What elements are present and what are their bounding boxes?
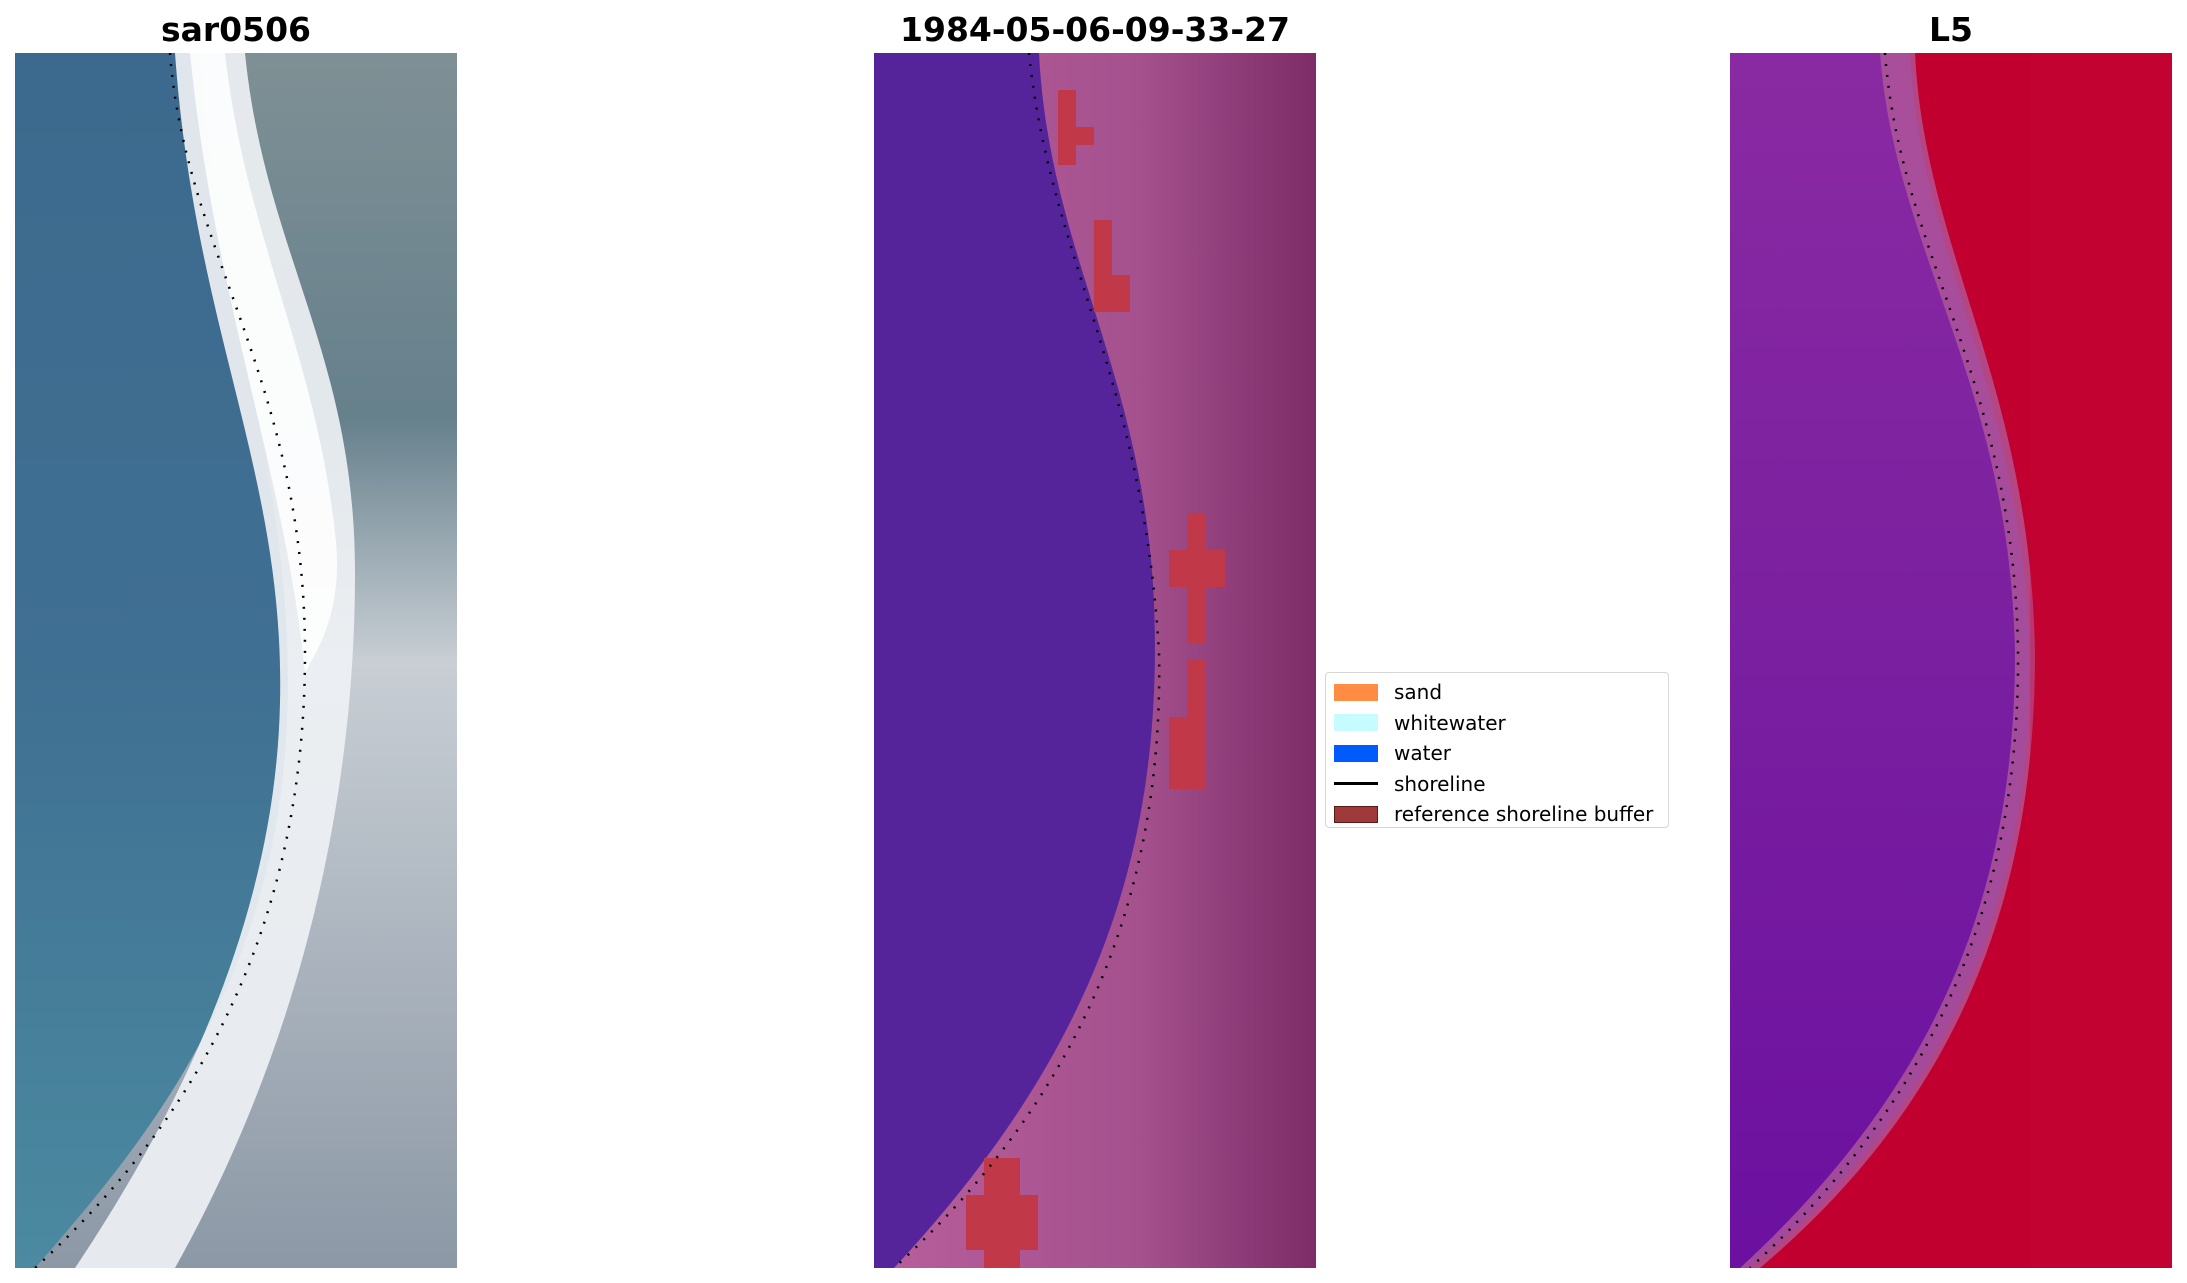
legend-label: sand xyxy=(1394,680,1443,705)
legend: sand whitewater water shoreline referenc… xyxy=(1325,672,1669,828)
panel-title-classified: 1984-05-06-09-33-27 xyxy=(900,10,1290,49)
shoreline-line-icon xyxy=(1334,782,1378,786)
sand-swatch-icon xyxy=(1334,683,1378,701)
panel-title-index: L5 xyxy=(1929,10,1973,49)
panel-title-rgb: sar0506 xyxy=(160,10,312,49)
legend-item-sand: sand xyxy=(1326,677,1668,708)
buffer-swatch-icon xyxy=(1334,805,1378,823)
legend-label: reference shoreline buffer xyxy=(1394,802,1654,827)
legend-label: shoreline xyxy=(1394,771,1486,796)
legend-label: water xyxy=(1394,741,1451,766)
legend-item-shoreline: shoreline xyxy=(1326,769,1668,800)
legend-item-reference-shoreline-buffer: reference shoreline buffer xyxy=(1326,799,1668,830)
legend-item-whitewater: whitewater xyxy=(1326,708,1668,739)
index-image-panel xyxy=(1730,53,2172,1268)
rgb-image-panel xyxy=(15,53,457,1268)
whitewater-swatch-icon xyxy=(1334,714,1378,732)
legend-item-water: water xyxy=(1326,738,1668,769)
water-swatch-icon xyxy=(1334,744,1378,762)
classified-image-panel xyxy=(874,53,1316,1268)
legend-label: whitewater xyxy=(1394,710,1506,735)
